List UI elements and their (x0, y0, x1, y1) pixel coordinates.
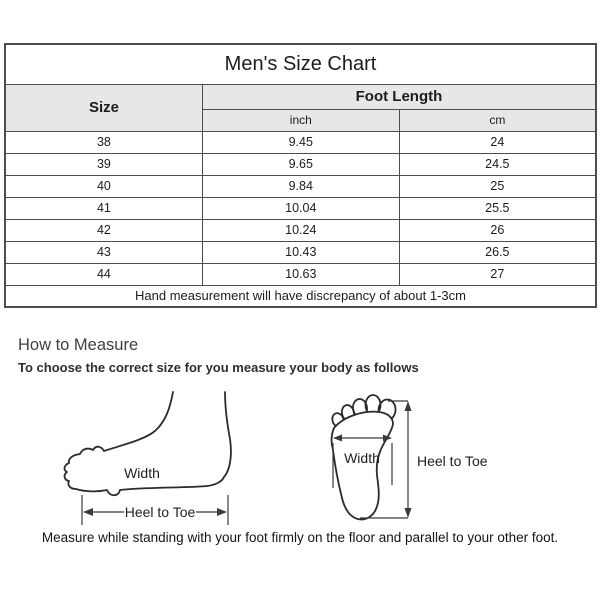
table-row: 44 10.63 27 (4, 262, 597, 286)
cm-value: 27 (398, 262, 597, 286)
inch-value: 10.63 (201, 262, 400, 286)
size-value: 40 (4, 174, 203, 198)
table-row: 43 10.43 26.5 (4, 240, 597, 264)
inch-value: 10.43 (201, 240, 400, 264)
inch-value: 10.24 (201, 218, 400, 242)
size-value: 43 (4, 240, 203, 264)
table-row: 41 10.04 25.5 (4, 196, 597, 220)
arrowhead-right-icon (217, 508, 227, 516)
foot-side-outline-icon (63, 391, 232, 497)
inch-value: 9.65 (201, 152, 400, 176)
cm-value: 25 (398, 174, 597, 198)
arrowhead-up-icon (404, 401, 412, 411)
size-value: 38 (4, 130, 203, 154)
column-header-inch: inch (201, 108, 400, 132)
size-value: 39 (4, 152, 203, 176)
arrowhead-left-icon (333, 434, 342, 442)
side-width-label: Width (124, 465, 160, 481)
table-title-row: Men's Size Chart (4, 43, 597, 85)
size-value: 41 (4, 196, 203, 220)
top-width-label: Width (344, 450, 380, 466)
inch-value: 9.45 (201, 130, 400, 154)
column-header-size: Size (4, 83, 203, 132)
column-header-foot-length: Foot Length (201, 83, 597, 110)
size-value: 44 (4, 262, 203, 286)
table-row: 38 9.45 24 (4, 130, 597, 154)
how-to-measure-subheading: To choose the correct size for you measu… (18, 360, 419, 375)
size-chart-table: Men's Size Chart Size Foot Length inch c… (4, 43, 597, 308)
measurement-note: Hand measurement will have discrepancy o… (4, 284, 597, 308)
foot-side-view-diagram: Width Heel to Toe (63, 391, 232, 525)
arrowhead-left-icon (83, 508, 93, 516)
cm-value: 24.5 (398, 152, 597, 176)
how-to-measure-heading: How to Measure (18, 336, 139, 354)
foot-top-view-diagram: Width Heel to Toe (330, 394, 488, 521)
table-row: 39 9.65 24.5 (4, 152, 597, 176)
width-extension-lines (332, 443, 393, 488)
size-value: 42 (4, 218, 203, 242)
footprint-outline-icon (330, 410, 394, 521)
table-note-row: Hand measurement will have discrepancy o… (4, 284, 597, 308)
table-row: 40 9.84 25 (4, 174, 597, 198)
table-header-row: Size Foot Length (4, 83, 597, 132)
cm-value: 24 (398, 130, 597, 154)
cm-value: 25.5 (398, 196, 597, 220)
table-row: 42 10.24 26 (4, 218, 597, 242)
table-title: Men's Size Chart (4, 43, 597, 85)
arrowhead-right-icon (383, 434, 392, 442)
cm-value: 26.5 (398, 240, 597, 264)
top-heel-to-toe-label: Heel to Toe (417, 453, 488, 469)
inch-value: 9.84 (201, 174, 400, 198)
cm-value: 26 (398, 218, 597, 242)
heel-toe-reference-lines (360, 400, 408, 519)
inch-value: 10.04 (201, 196, 400, 220)
dimension-ticks (81, 495, 229, 525)
arrowhead-down-icon (404, 508, 412, 518)
column-header-cm: cm (398, 108, 597, 132)
measure-instruction-caption: Measure while standing with your foot fi… (41, 530, 559, 545)
table-subheader-row: inch cm (5, 108, 597, 132)
side-heel-to-toe-label: Heel to Toe (125, 504, 196, 520)
